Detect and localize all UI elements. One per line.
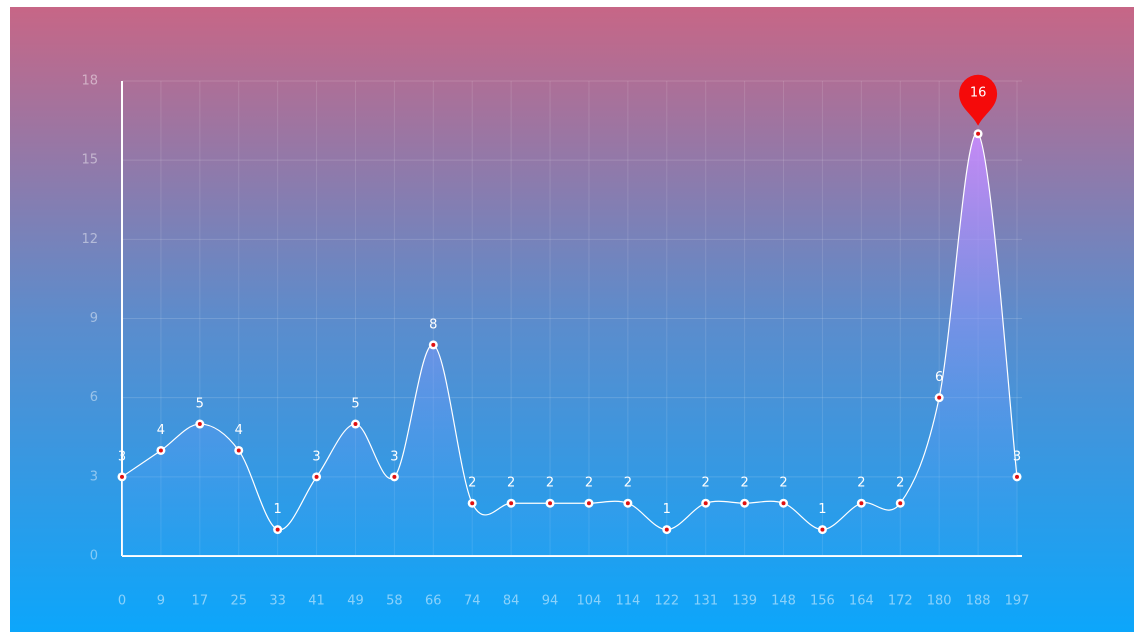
x-tick-label: 94 bbox=[542, 594, 559, 609]
point-center bbox=[158, 448, 163, 453]
x-tick-label: 58 bbox=[386, 594, 403, 609]
x-tick-label: 84 bbox=[503, 594, 520, 609]
point-center bbox=[548, 501, 553, 506]
point-center bbox=[586, 501, 591, 506]
y-tick-label: 3 bbox=[90, 469, 98, 484]
max-pin-label: 16 bbox=[970, 85, 987, 100]
x-tick-label: 0 bbox=[118, 594, 126, 609]
x-tick-label: 9 bbox=[157, 594, 165, 609]
x-tick-label: 122 bbox=[654, 594, 679, 609]
data-label: 5 bbox=[196, 397, 204, 412]
x-tick-label: 156 bbox=[810, 594, 835, 609]
point-center bbox=[898, 501, 903, 506]
data-label: 2 bbox=[779, 476, 787, 491]
point-center bbox=[976, 131, 981, 136]
x-tick-label: 41 bbox=[308, 594, 325, 609]
data-label: 3 bbox=[312, 449, 320, 464]
data-label: 3 bbox=[390, 449, 398, 464]
data-label: 3 bbox=[1013, 449, 1021, 464]
data-label: 4 bbox=[157, 423, 165, 438]
x-tick-label: 164 bbox=[849, 594, 874, 609]
x-tick-label: 17 bbox=[192, 594, 209, 609]
point-center bbox=[470, 501, 475, 506]
data-label: 1 bbox=[663, 502, 671, 517]
y-tick-label: 15 bbox=[81, 153, 98, 168]
x-tick-label: 180 bbox=[927, 594, 952, 609]
data-label: 1 bbox=[818, 502, 826, 517]
point-center bbox=[625, 501, 630, 506]
data-label: 3 bbox=[118, 449, 126, 464]
point-center bbox=[937, 395, 942, 400]
area bbox=[122, 133, 1017, 556]
point-center bbox=[509, 501, 514, 506]
point-center bbox=[431, 342, 436, 347]
data-label: 2 bbox=[624, 476, 632, 491]
data-label: 2 bbox=[507, 476, 515, 491]
data-label: 2 bbox=[740, 476, 748, 491]
point-center bbox=[236, 448, 241, 453]
x-tick-label: 25 bbox=[230, 594, 247, 609]
point-center bbox=[314, 474, 319, 479]
x-tick-label: 197 bbox=[1005, 594, 1030, 609]
point-center bbox=[120, 474, 124, 479]
x-tick-label: 172 bbox=[888, 594, 913, 609]
data-label: 1 bbox=[274, 502, 282, 517]
data-label: 4 bbox=[235, 423, 243, 438]
data-label: 2 bbox=[585, 476, 593, 491]
point-center bbox=[820, 527, 825, 532]
point-center bbox=[353, 422, 358, 427]
point-center bbox=[664, 527, 669, 532]
x-tick-label: 104 bbox=[577, 594, 602, 609]
x-tick-label: 33 bbox=[269, 594, 286, 609]
x-tick-label: 114 bbox=[615, 594, 640, 609]
x-tick-label: 131 bbox=[693, 594, 718, 609]
y-tick-label: 12 bbox=[81, 232, 98, 247]
data-label: 6 bbox=[935, 370, 943, 385]
data-label: 2 bbox=[702, 476, 710, 491]
point-center bbox=[1015, 474, 1019, 479]
data-label: 8 bbox=[429, 317, 437, 332]
data-label: 2 bbox=[896, 476, 904, 491]
data-label: 2 bbox=[546, 476, 554, 491]
max-pin bbox=[959, 74, 998, 126]
line bbox=[121, 133, 1018, 531]
y-tick-label: 9 bbox=[90, 311, 98, 326]
y-tick-label: 18 bbox=[81, 74, 98, 89]
data-label: 5 bbox=[351, 397, 359, 412]
point-center bbox=[742, 501, 747, 506]
x-tick-label: 49 bbox=[347, 594, 364, 609]
point-center bbox=[275, 527, 280, 532]
x-tick-label: 148 bbox=[771, 594, 796, 609]
y-tick-label: 6 bbox=[90, 390, 98, 405]
point-center bbox=[197, 422, 202, 427]
point-center bbox=[781, 501, 786, 506]
point-center bbox=[859, 501, 864, 506]
x-tick-label: 74 bbox=[464, 594, 481, 609]
x-tick-label: 66 bbox=[425, 594, 442, 609]
data-label: 2 bbox=[468, 476, 476, 491]
x-tick-label: 139 bbox=[732, 594, 757, 609]
y-tick-label: 0 bbox=[90, 549, 98, 564]
point-center bbox=[703, 501, 708, 506]
data-label: 2 bbox=[857, 476, 865, 491]
x-tick-label: 188 bbox=[966, 594, 991, 609]
point-center bbox=[392, 474, 397, 479]
